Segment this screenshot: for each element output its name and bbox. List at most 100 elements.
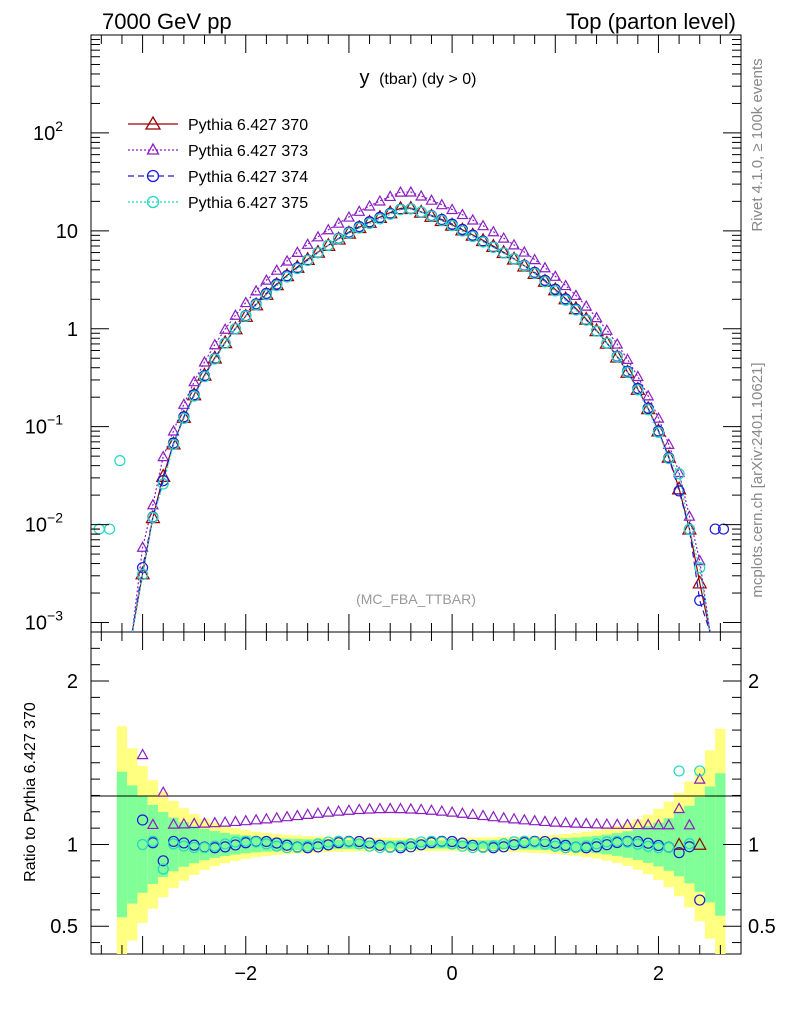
main-data-marker <box>538 261 551 273</box>
ratio-data-marker <box>312 838 324 850</box>
ratio-data-marker <box>250 836 262 848</box>
ratio-data-marker <box>136 748 149 760</box>
main-data-marker <box>219 337 231 349</box>
ratio-band-green <box>385 840 396 849</box>
main-data-marker <box>342 210 355 222</box>
legend-entry-374: Pythia 6.427 374 <box>128 169 308 186</box>
ratio-band-green <box>570 837 582 852</box>
ratio-series-group <box>136 748 707 906</box>
main-data-marker <box>590 325 603 337</box>
main-series-group <box>93 185 730 633</box>
mcplots-label: mcplots.cern.ch [arXiv:2401.10621] <box>749 362 766 597</box>
main-data-marker <box>590 311 603 323</box>
main-data-marker <box>353 222 365 234</box>
legend-label-374: Pythia 6.427 374 <box>188 169 308 186</box>
ratio-data-marker <box>538 815 551 827</box>
ratio-band-green <box>158 812 169 877</box>
ratio-band-green <box>426 840 437 849</box>
main-series-line <box>131 208 711 633</box>
ratio-data-marker <box>301 808 314 819</box>
ratio-band-green <box>189 825 200 864</box>
ratio-band-green <box>539 838 551 851</box>
main-data-marker <box>393 200 409 215</box>
ratio-data-marker <box>394 840 407 852</box>
main-data-marker <box>404 185 417 197</box>
energy-label: 7000 GeV pp <box>102 9 232 34</box>
ratio-band-green <box>416 840 427 849</box>
ratio-band-green <box>612 833 623 856</box>
ratio-data-marker <box>147 835 159 847</box>
ratio-data-marker <box>353 803 366 815</box>
y-tick-label-exponent: −3 <box>47 608 63 624</box>
main-data-marker <box>487 225 500 237</box>
ratio-tick-label: 0.5 <box>50 916 78 938</box>
y-tick-label: 102 <box>33 118 63 145</box>
ratio-data-marker <box>404 802 417 814</box>
plot-title-main: y <box>360 67 370 89</box>
ratio-data-marker <box>332 804 345 816</box>
ratio-band-green <box>477 840 489 849</box>
ratio-data-marker <box>136 838 149 851</box>
x-tick-label: 0 <box>447 963 458 985</box>
ratio-band-green <box>333 839 344 850</box>
ratio-band-green <box>684 805 695 884</box>
y-tick-label-exponent: −2 <box>47 510 63 526</box>
main-data-marker <box>394 185 407 197</box>
main-data-marker <box>312 247 324 259</box>
ratio-data-marker <box>405 838 417 850</box>
ratio-data-marker <box>167 817 180 829</box>
ratio-band-green <box>354 840 365 849</box>
main-data-marker <box>600 324 613 335</box>
ratio-data-marker <box>446 838 458 850</box>
ratio-data-marker <box>456 807 469 818</box>
ratio-band-green <box>581 836 592 853</box>
main-data-marker <box>539 276 551 288</box>
main-data-marker <box>578 311 594 325</box>
main-data-marker <box>405 203 417 215</box>
ratio-band-green <box>508 839 520 850</box>
main-data-marker <box>652 426 665 439</box>
ratio-data-marker <box>590 838 603 850</box>
ratio-data-marker <box>487 810 500 822</box>
ratio-band-green <box>704 786 716 903</box>
main-data-marker <box>373 194 386 206</box>
main-data-marker <box>333 233 345 245</box>
ratio-band-green <box>653 822 664 867</box>
main-data-marker <box>178 412 190 424</box>
ratio-tick-label-right: 2 <box>748 671 759 693</box>
ratio-data-marker <box>611 818 624 829</box>
main-data-marker <box>456 225 469 237</box>
main-data-marker <box>322 223 335 235</box>
legend-entry-370: Pythia 6.427 370 <box>128 115 308 134</box>
main-data-marker <box>415 206 427 218</box>
ratio-band-green <box>550 838 561 851</box>
main-data-marker <box>652 411 665 423</box>
main-data-marker <box>663 452 675 465</box>
main-data-marker <box>549 285 561 297</box>
ratio-data-marker <box>446 805 459 817</box>
main-data-marker <box>485 238 501 252</box>
ratio-data-marker <box>663 841 675 854</box>
main-data-marker <box>559 279 572 291</box>
ratio-data-marker <box>559 816 572 828</box>
process-label: Top (parton level) <box>566 9 736 34</box>
ratio-tick-label-right: 1 <box>748 834 759 856</box>
ratio-data-marker <box>590 817 603 829</box>
ratio-band-green <box>601 834 613 855</box>
ratio-data-marker <box>167 838 180 850</box>
y-tick-label-base: 10 <box>33 123 55 145</box>
main-data-marker <box>632 384 644 396</box>
ratio-data-marker <box>498 838 510 850</box>
main-data-marker <box>167 438 180 451</box>
main-data-marker <box>467 230 479 243</box>
y-tick-label-base: 10 <box>25 417 47 439</box>
ratio-data-marker <box>632 838 644 850</box>
ratio-data-marker <box>188 817 201 829</box>
main-data-marker <box>601 337 613 349</box>
ratio-band-green <box>323 839 334 850</box>
x-tick-label: 2 <box>653 963 664 985</box>
legend-label-375: Pythia 6.427 375 <box>188 195 308 212</box>
ratio-data-marker <box>157 855 169 867</box>
ratio-band-green <box>498 839 509 850</box>
